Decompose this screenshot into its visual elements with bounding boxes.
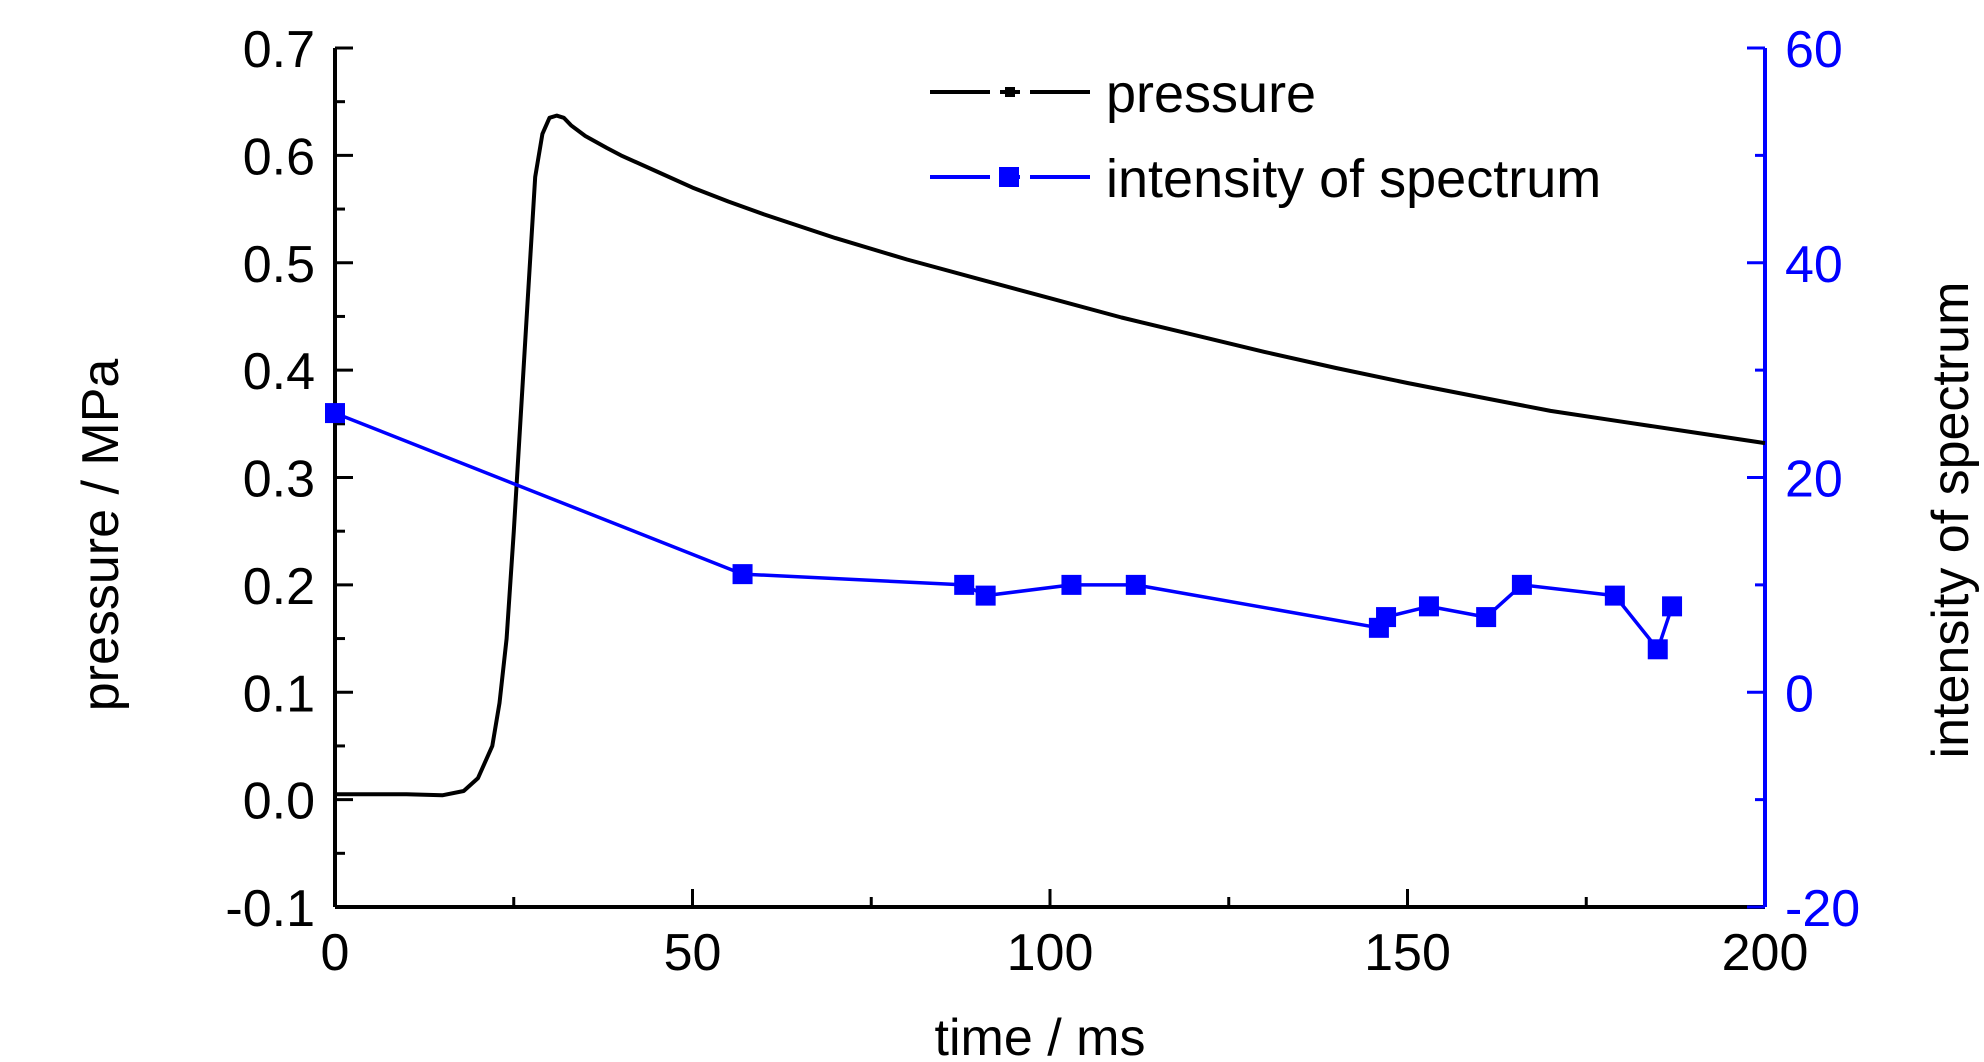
y-tick-label-0.6: 0.6	[243, 128, 315, 186]
x-tick-label-50: 50	[664, 924, 722, 982]
y-tick-label-0.0: 0.0	[243, 773, 315, 831]
data-point-intensity-of-spectrum	[1647, 639, 1668, 660]
series-layer	[325, 113, 1766, 798]
legend-marker-intensity	[999, 167, 1019, 187]
right-y-axis: -20 0 20 40 60	[1747, 21, 1860, 938]
legend-item-pressure: pressure	[930, 64, 1316, 124]
y2-tick-label--20: -20	[1785, 880, 1860, 938]
data-point-intensity-of-spectrum	[1418, 596, 1439, 617]
data-point-intensity-of-spectrum	[325, 403, 345, 424]
x-tick-label-200: 200	[1722, 924, 1809, 982]
x-axis-title: time / ms	[935, 1009, 1146, 1062]
data-point-intensity-of-spectrum	[954, 574, 975, 595]
data-point-intensity-of-spectrum	[1061, 574, 1082, 595]
y-tick-label-0.3: 0.3	[243, 451, 315, 509]
x-axis: 0 50 100 150 200	[321, 889, 1809, 982]
y2-tick-label-0: 0	[1785, 665, 1814, 723]
y-tick-label-0.5: 0.5	[243, 236, 315, 294]
x-tick-label-0: 0	[321, 924, 350, 982]
y-tick-label-0.7: 0.7	[243, 21, 315, 79]
y-tick-label--0.1: -0.1	[225, 880, 315, 938]
legend-label-intensity: intensity of spectrum	[1106, 149, 1601, 209]
series-line-intensity-of-spectrum	[334, 411, 1674, 652]
legend: pressure intensity of spectrum	[930, 64, 1601, 209]
left-y-axis-title: pressure / MPa	[72, 359, 130, 712]
x-tick-label-100: 100	[1007, 924, 1094, 982]
x-tick-label-150: 150	[1364, 924, 1451, 982]
data-point-intensity-of-spectrum	[1511, 574, 1532, 595]
data-point-intensity-of-spectrum	[1476, 607, 1497, 628]
legend-label-pressure: pressure	[1106, 64, 1316, 124]
legend-marker-pressure	[1005, 87, 1015, 97]
data-point-intensity-of-spectrum	[1376, 607, 1397, 628]
right-y-axis-title: intensity of spectrum	[1922, 282, 1980, 759]
y2-tick-label-20: 20	[1785, 451, 1843, 509]
series-line-pressure	[335, 113, 1766, 798]
data-point-intensity-of-spectrum	[1125, 574, 1146, 595]
data-point-intensity-of-spectrum	[975, 585, 996, 606]
data-point-intensity-of-spectrum	[1604, 585, 1625, 606]
y2-tick-label-40: 40	[1785, 236, 1843, 294]
y-tick-label-0.4: 0.4	[243, 343, 315, 401]
y-tick-label-0.1: 0.1	[243, 665, 315, 723]
y2-tick-label-60: 60	[1785, 21, 1843, 79]
data-point-intensity-of-spectrum	[1662, 596, 1683, 617]
left-y-axis: -0.1 0.0 0.1 0.2 0.3 0.4 0.5 0.6 0.7	[225, 21, 353, 938]
y-tick-label-0.2: 0.2	[243, 558, 315, 616]
data-point-intensity-of-spectrum	[732, 564, 753, 585]
legend-item-intensity: intensity of spectrum	[930, 149, 1601, 209]
